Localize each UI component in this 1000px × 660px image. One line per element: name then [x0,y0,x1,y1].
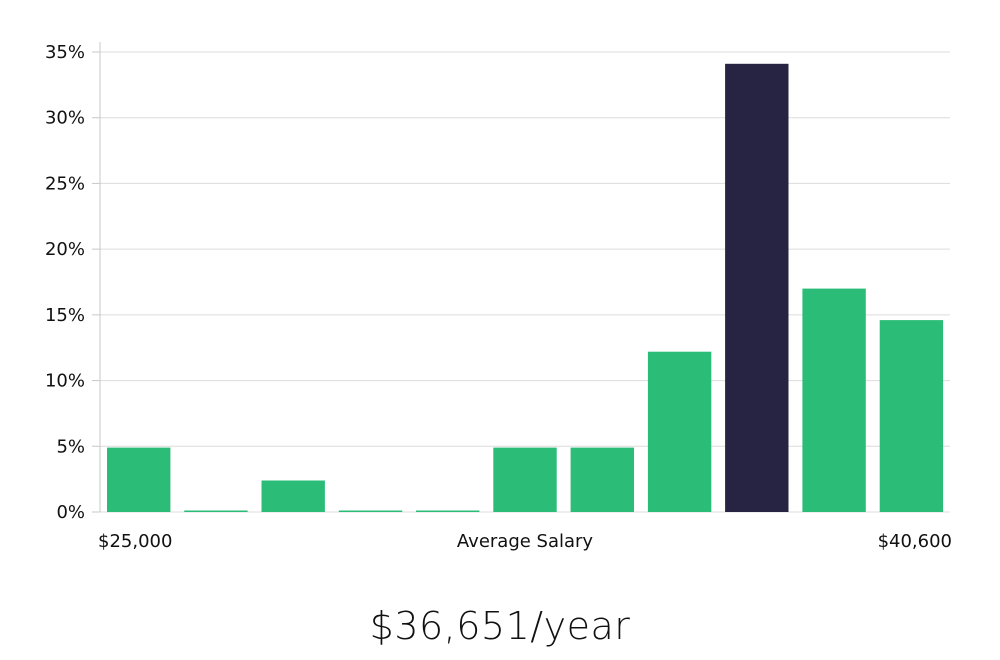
salary-histogram: 0% 5% 10% 15% 20% 25% 30% 35% $25,000 Average S… [45,42,952,552]
bar [647,351,712,512]
y-tick-labels: 0% 5% 10% 15% 20% 25% 30% 35% [45,42,100,523]
y-tick-label: 20% [45,239,85,260]
bar [107,447,171,512]
average-salary-value: $36,651/year [369,604,631,648]
bar-highlighted [725,63,789,513]
bar [570,447,634,512]
gridlines [100,51,950,513]
bar [802,288,866,512]
bar [261,480,325,512]
bar [184,510,248,512]
y-tick-label: 25% [45,173,85,194]
x-min-label: $25,000 [98,531,172,552]
bar [338,510,403,512]
y-tick-label: 0% [56,502,85,523]
y-tick-label: 5% [56,436,85,457]
y-tick-label: 15% [45,305,85,326]
bar [416,510,480,512]
x-max-label: $40,600 [878,531,952,552]
bars [107,63,944,513]
y-tick-label: 30% [45,108,85,129]
y-tick-label: 35% [45,42,85,63]
bar [493,447,557,512]
bar [879,320,944,512]
y-tick-label: 10% [45,371,85,392]
x-axis-label: Average Salary [457,531,594,552]
